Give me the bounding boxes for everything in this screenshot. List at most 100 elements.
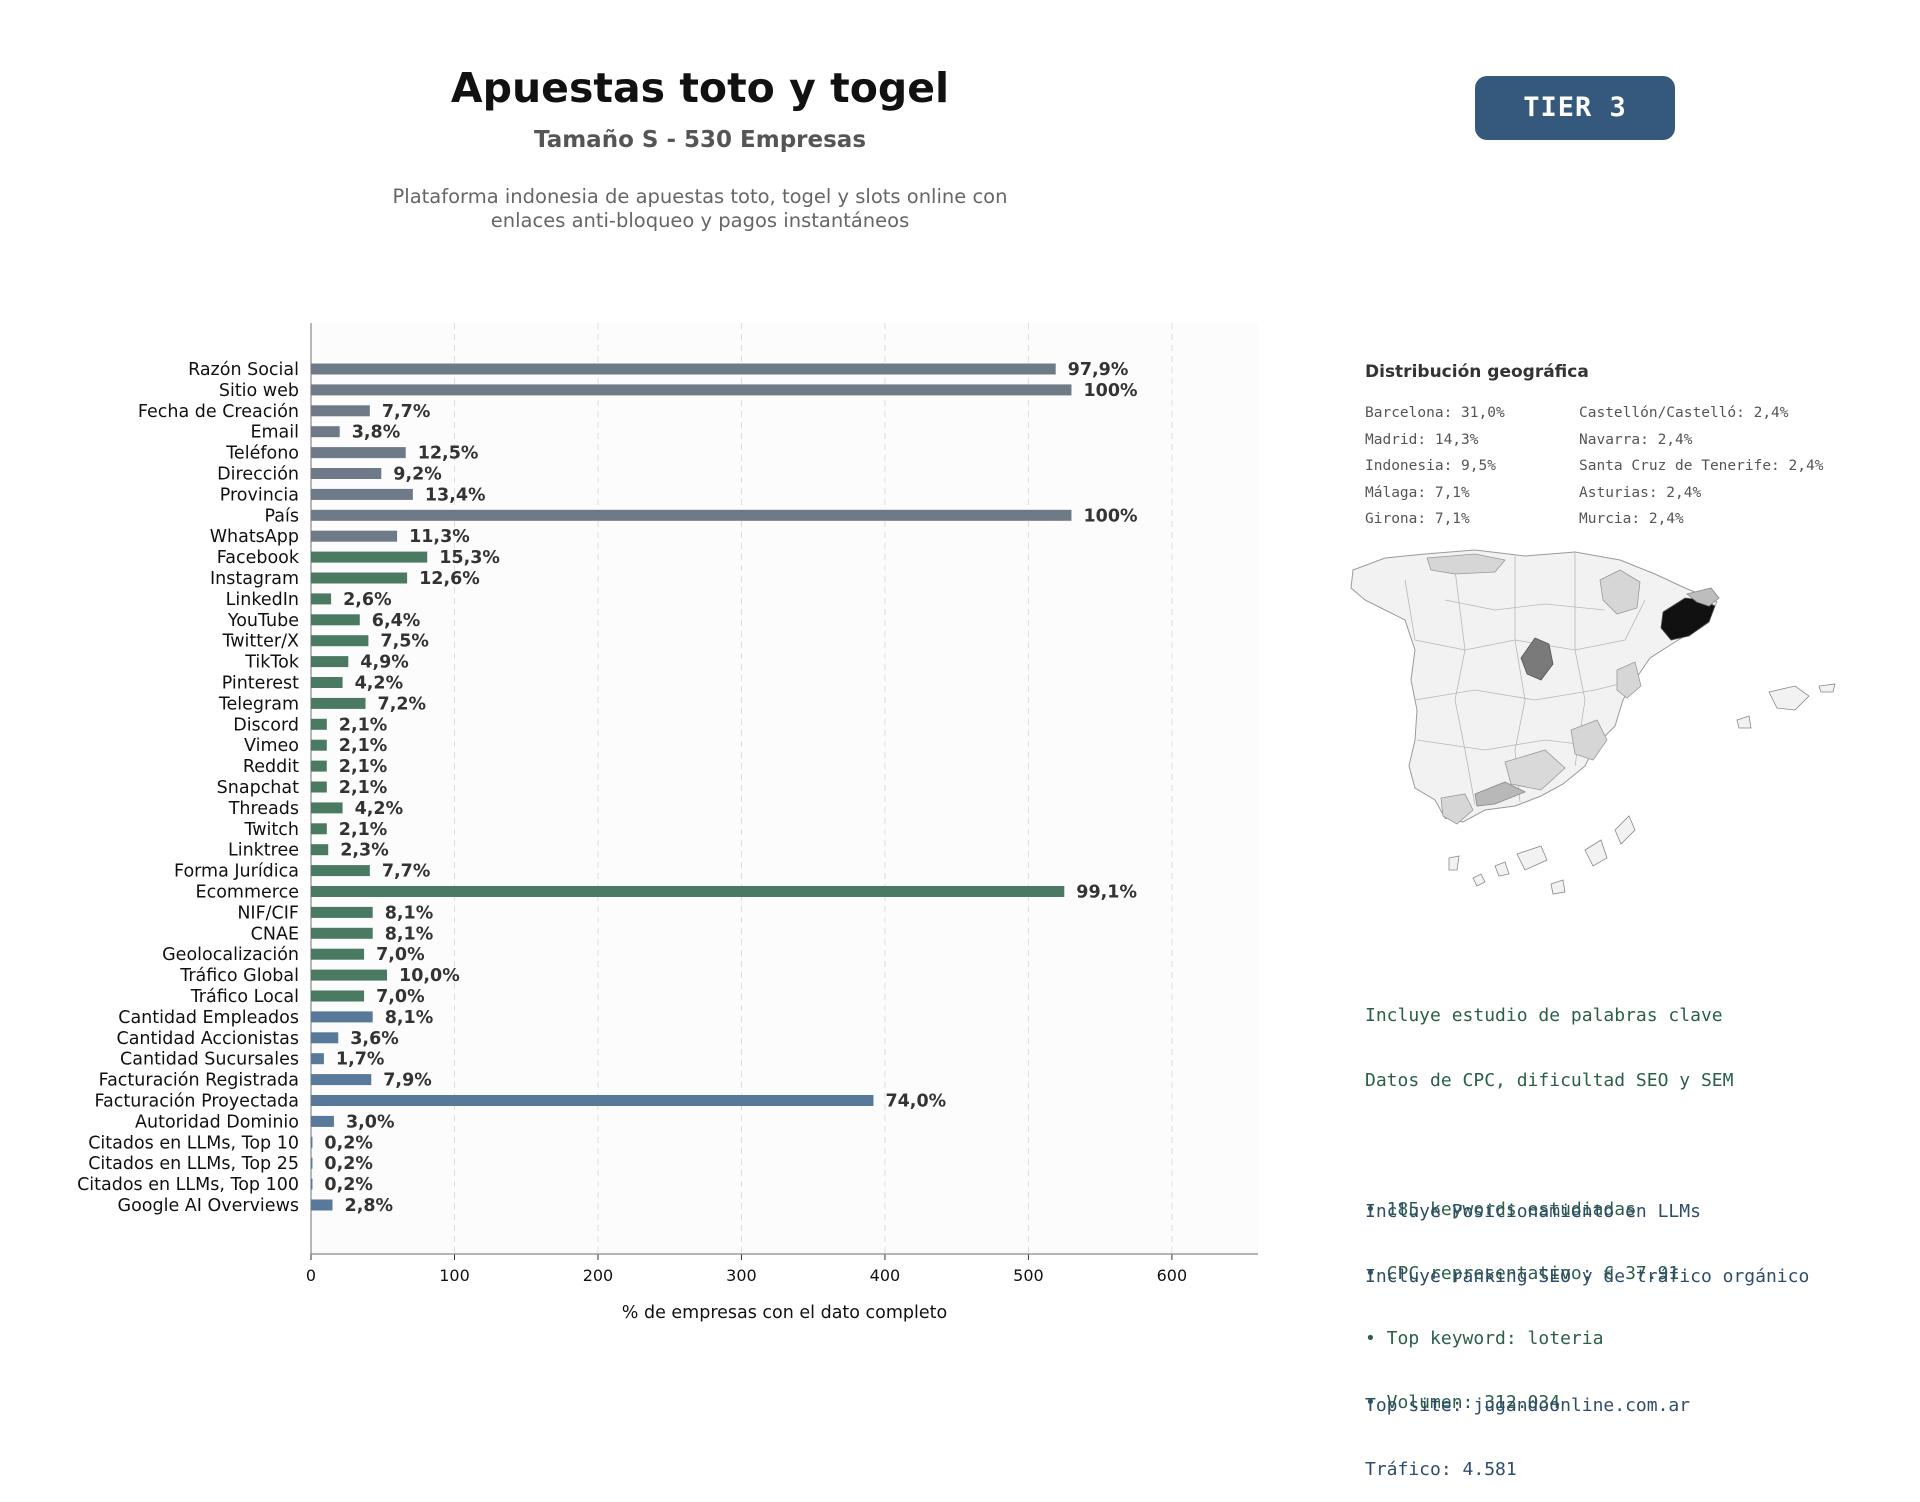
category-label: Email bbox=[250, 423, 299, 443]
geo-item: Navarra: 2,4% bbox=[1579, 431, 1693, 448]
tier-badge: TIER 3 bbox=[1475, 76, 1675, 140]
category-label: Cantidad Accionistas bbox=[116, 1029, 299, 1049]
category-label: Forma Jurídica bbox=[174, 862, 299, 882]
data-label: 2,1% bbox=[339, 778, 388, 798]
bar bbox=[311, 886, 1065, 897]
bar bbox=[311, 865, 370, 877]
map-canary-5 bbox=[1550, 879, 1566, 895]
data-label: 99,1% bbox=[1076, 883, 1137, 903]
map-murcia bbox=[1570, 719, 1608, 761]
bar bbox=[311, 760, 327, 772]
category-label: Cantidad Sucursales bbox=[120, 1050, 299, 1070]
geo-item: Santa Cruz de Tenerife: 2,4% bbox=[1579, 458, 1824, 474]
bar bbox=[311, 593, 332, 605]
data-label: 3,0% bbox=[346, 1112, 395, 1132]
map-asturias bbox=[1426, 553, 1506, 575]
llm-line: Tráfico: 4.581 bbox=[1365, 1459, 1517, 1480]
keywords-line: • 185 keywords estudiadas bbox=[1365, 1198, 1636, 1220]
bar bbox=[311, 509, 1072, 521]
bar bbox=[311, 384, 1072, 396]
category-label: Citados en LLMs, Top 10 bbox=[88, 1133, 299, 1153]
bar bbox=[311, 1074, 372, 1086]
category-label: NIF/CIF bbox=[237, 903, 299, 923]
data-label: 3,8% bbox=[352, 423, 401, 443]
category-label: Sitio web bbox=[219, 381, 299, 401]
bar bbox=[311, 927, 373, 939]
map-castellon bbox=[1616, 661, 1642, 699]
bar-chart: 0 100 200 300 400 500 600 Razón Social 97,9% Siti… bbox=[77, 323, 1258, 1323]
geo-item: Málaga: 7,1% bbox=[1365, 484, 1470, 501]
bar bbox=[311, 844, 329, 856]
data-label: 0,2% bbox=[324, 1154, 373, 1174]
bar bbox=[311, 823, 327, 835]
bar bbox=[311, 635, 369, 647]
map-canary-6 bbox=[1584, 839, 1608, 867]
bar bbox=[311, 781, 327, 793]
bar bbox=[311, 969, 388, 981]
geo-item: Girona: 7,1% bbox=[1365, 511, 1470, 527]
map-mainland bbox=[1350, 549, 1718, 823]
llm-spacer bbox=[1365, 1330, 1809, 1352]
data-label: 100% bbox=[1083, 381, 1137, 401]
geo-item: Madrid: 14,3% bbox=[1365, 431, 1479, 448]
category-label: Tráfico Local bbox=[190, 987, 299, 1007]
keywords-line: • CPC representativo: € 37.91 bbox=[1365, 1263, 1680, 1284]
map-mallorca bbox=[1768, 685, 1810, 711]
data-label: 2,1% bbox=[339, 715, 388, 735]
x-axis-label: % de empresas con el dato completo bbox=[622, 1303, 947, 1323]
data-label: 8,1% bbox=[385, 924, 434, 944]
geo-distribution-title: Distribución geográfica bbox=[1365, 362, 1589, 382]
llm-line: Top site: jugandoonline.com.ar bbox=[1365, 1394, 1691, 1416]
keywords-block: Incluye estudio de palabras clave Datos … bbox=[1365, 962, 1733, 1435]
bar bbox=[311, 1032, 339, 1044]
geo-item: Asturias: 2,4% bbox=[1579, 484, 1702, 501]
data-label: 7,5% bbox=[380, 632, 429, 652]
data-label: 7,9% bbox=[383, 1071, 432, 1091]
category-label: Autoridad Dominio bbox=[135, 1112, 299, 1132]
llm-block: Incluye Posicionamiento en LLMs Incluye … bbox=[1365, 1158, 1809, 1502]
data-label: 8,1% bbox=[385, 903, 434, 923]
description-line-1: Plataforma indonesia de apuestas toto, t… bbox=[392, 185, 1008, 208]
category-label: Pinterest bbox=[222, 674, 299, 694]
bar bbox=[311, 948, 365, 960]
data-label: 11,3% bbox=[409, 527, 470, 547]
geo-item: Castellón/Castelló: 2,4% bbox=[1579, 405, 1789, 421]
category-label: Linktree bbox=[228, 841, 299, 861]
map-canary-1 bbox=[1448, 855, 1460, 871]
category-label: Twitter/X bbox=[221, 632, 299, 652]
x-tick-label: 600 bbox=[1157, 1266, 1188, 1285]
category-label: Google AI Overviews bbox=[118, 1196, 299, 1216]
bar bbox=[311, 718, 327, 730]
bar bbox=[311, 697, 366, 709]
data-label: 9,2% bbox=[393, 465, 442, 485]
map-navarra bbox=[1599, 569, 1641, 615]
geo-item: Indonesia: 9,5% bbox=[1365, 458, 1496, 474]
x-tick-label: 0 bbox=[306, 1266, 316, 1285]
category-label: Teléfono bbox=[225, 444, 299, 464]
category-label: Citados en LLMs, Top 25 bbox=[88, 1154, 299, 1174]
data-label: 4,2% bbox=[355, 674, 404, 694]
keywords-line: • Top keyword: loteria bbox=[1365, 1327, 1604, 1349]
x-tick-label: 500 bbox=[1013, 1266, 1044, 1285]
x-tick-label: 200 bbox=[583, 1266, 614, 1285]
data-label: 15,3% bbox=[439, 548, 500, 568]
bar bbox=[311, 906, 373, 918]
bar bbox=[311, 739, 327, 751]
bar bbox=[311, 1199, 333, 1211]
bar bbox=[311, 990, 365, 1002]
map-madrid bbox=[1520, 637, 1554, 681]
bar bbox=[311, 677, 343, 688]
x-tick-label: 100 bbox=[439, 1266, 470, 1285]
category-label: YouTube bbox=[227, 611, 299, 631]
page-subtitle: Tamaño S - 530 Empresas bbox=[533, 127, 867, 153]
geo-item: Murcia: 2,4% bbox=[1579, 511, 1684, 527]
llm-line: Incluye ranking SEO y de tráfico orgánic… bbox=[1365, 1265, 1810, 1287]
data-label: 2,8% bbox=[345, 1196, 394, 1216]
category-label: Dirección bbox=[217, 465, 299, 485]
bar bbox=[311, 802, 343, 814]
x-tick-label: 300 bbox=[726, 1266, 757, 1285]
category-label: Twitch bbox=[243, 820, 299, 840]
bar bbox=[311, 1115, 334, 1127]
bar bbox=[311, 551, 428, 563]
bar bbox=[311, 614, 360, 626]
